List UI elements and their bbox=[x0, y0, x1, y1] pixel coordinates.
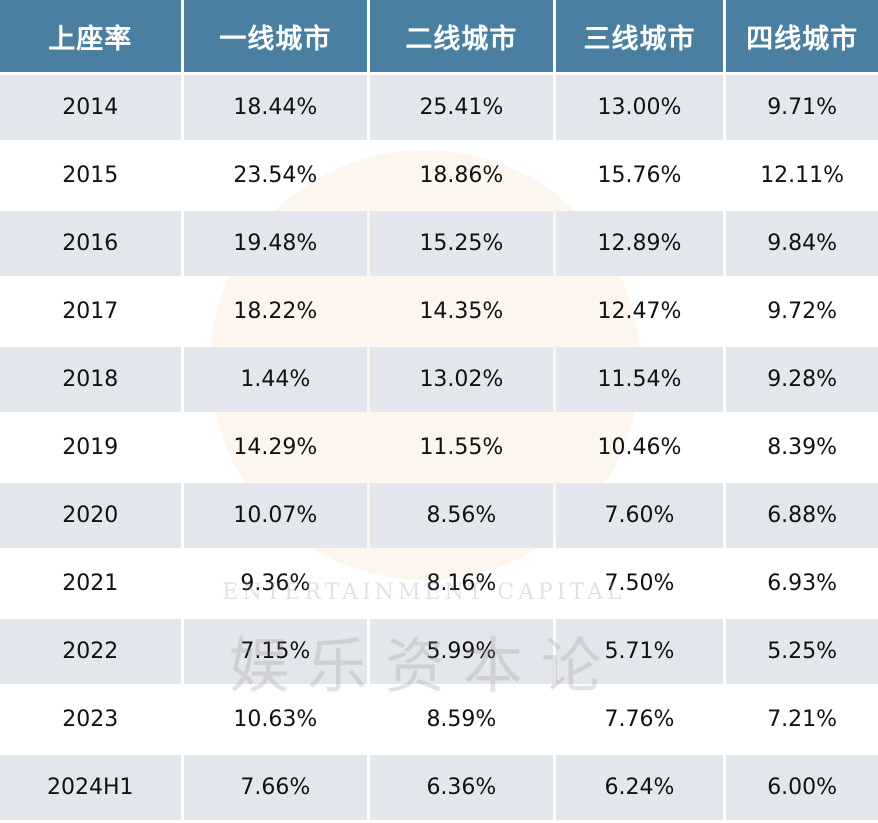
column-header: 三线城市 bbox=[555, 0, 724, 72]
table-cell: 8.56% bbox=[370, 483, 553, 548]
column-header: 四线城市 bbox=[726, 0, 878, 72]
table-cell: 6.00% bbox=[726, 755, 878, 820]
table-cell: 25.41% bbox=[370, 75, 553, 140]
table-cell: 9.84% bbox=[726, 211, 878, 276]
table-cell: 14.29% bbox=[233, 435, 318, 460]
table-cell: 18.86% bbox=[419, 163, 504, 188]
row-year: 2017 bbox=[62, 299, 119, 324]
table-cell: 14.35% bbox=[419, 299, 504, 324]
row-year: 2014 bbox=[0, 75, 181, 140]
table-row: 2017 18.22% 14.35% 12.47% 9.72% bbox=[0, 279, 878, 344]
table-cell: 13.00% bbox=[555, 75, 724, 140]
row-year: 2023 bbox=[62, 707, 119, 732]
table-cell: 5.25% bbox=[726, 619, 878, 684]
table-cell: 7.76% bbox=[604, 707, 675, 732]
table-cell: 1.44% bbox=[183, 347, 368, 412]
header-row: 上座率 一线城市 二线城市 三线城市 四线城市 bbox=[0, 0, 878, 72]
table-cell: 8.16% bbox=[426, 571, 497, 596]
row-year: 2019 bbox=[62, 435, 119, 460]
table-row: 2020 10.07% 8.56% 7.60% 6.88% bbox=[0, 483, 878, 548]
row-year: 2021 bbox=[62, 571, 119, 596]
table-cell: 8.39% bbox=[767, 435, 838, 460]
table-cell: 13.02% bbox=[370, 347, 553, 412]
table-cell: 6.93% bbox=[767, 571, 838, 596]
column-header: 二线城市 bbox=[370, 0, 553, 72]
table-cell: 23.54% bbox=[233, 163, 318, 188]
row-year: 2015 bbox=[62, 163, 119, 188]
table-cell: 7.66% bbox=[183, 755, 368, 820]
table-row: 2014 18.44% 25.41% 13.00% 9.71% bbox=[0, 75, 878, 140]
table-row: 2019 14.29% 11.55% 10.46% 8.39% bbox=[0, 415, 878, 480]
row-year: 2016 bbox=[0, 211, 181, 276]
table-row: 2016 19.48% 15.25% 12.89% 9.84% bbox=[0, 211, 878, 276]
row-year: 2020 bbox=[0, 483, 181, 548]
table-row: 2015 23.54% 18.86% 15.76% 12.11% bbox=[0, 143, 878, 208]
table-row: 2018 1.44% 13.02% 11.54% 9.28% bbox=[0, 347, 878, 412]
table-cell: 9.36% bbox=[240, 571, 311, 596]
table-row: 2021 9.36% 8.16% 7.50% 6.93% bbox=[0, 551, 878, 616]
table-cell: 7.50% bbox=[604, 571, 675, 596]
table-row: 2024H1 7.66% 6.36% 6.24% 6.00% bbox=[0, 755, 878, 820]
table-cell: 5.99% bbox=[370, 619, 553, 684]
table-cell: 6.36% bbox=[370, 755, 553, 820]
row-year: 2022 bbox=[0, 619, 181, 684]
table-cell: 12.89% bbox=[555, 211, 724, 276]
table-cell: 9.72% bbox=[767, 299, 838, 324]
row-year: 2024H1 bbox=[0, 755, 181, 820]
table-cell: 18.22% bbox=[233, 299, 318, 324]
table-cell: 6.88% bbox=[726, 483, 878, 548]
table-cell: 9.28% bbox=[726, 347, 878, 412]
table-cell: 6.24% bbox=[555, 755, 724, 820]
table-cell: 19.48% bbox=[183, 211, 368, 276]
table-cell: 15.25% bbox=[370, 211, 553, 276]
column-header: 上座率 bbox=[0, 0, 181, 72]
table-cell: 7.60% bbox=[555, 483, 724, 548]
table-cell: 11.55% bbox=[419, 435, 504, 460]
table-row: 2023 10.63% 8.59% 7.76% 7.21% bbox=[0, 687, 878, 752]
table-cell: 7.21% bbox=[767, 707, 838, 732]
table-cell: 12.11% bbox=[760, 163, 845, 188]
table-cell: 12.47% bbox=[597, 299, 682, 324]
table-cell: 11.54% bbox=[555, 347, 724, 412]
table-cell: 9.71% bbox=[726, 75, 878, 140]
table-cell: 10.46% bbox=[597, 435, 682, 460]
table-row: 2022 7.15% 5.99% 5.71% 5.25% bbox=[0, 619, 878, 684]
table-cell: 15.76% bbox=[597, 163, 682, 188]
table-cell: 18.44% bbox=[183, 75, 368, 140]
table-cell: 10.63% bbox=[233, 707, 318, 732]
table-cell: 8.59% bbox=[426, 707, 497, 732]
row-year: 2018 bbox=[0, 347, 181, 412]
column-header: 一线城市 bbox=[183, 0, 368, 72]
table-cell: 10.07% bbox=[183, 483, 368, 548]
table-cell: 7.15% bbox=[183, 619, 368, 684]
table-cell: 5.71% bbox=[555, 619, 724, 684]
